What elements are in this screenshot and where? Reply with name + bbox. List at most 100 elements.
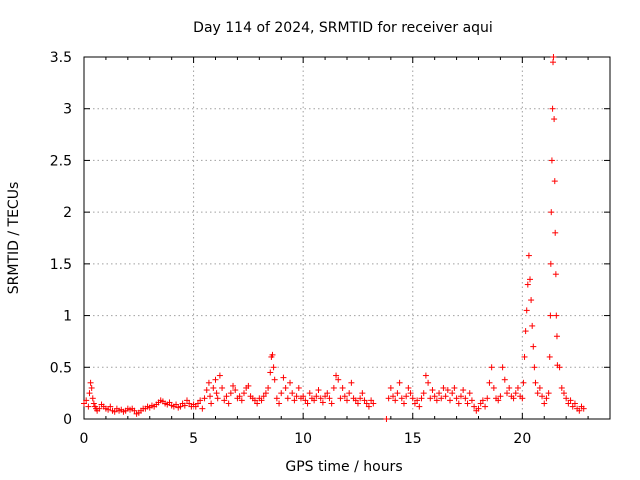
data-point: [442, 393, 449, 400]
data-point: [560, 390, 567, 397]
data-point: [105, 406, 112, 413]
y-axis-label: SRMTID / TECUs: [6, 182, 22, 295]
data-point: [521, 353, 528, 360]
data-point: [422, 372, 429, 379]
data-point: [240, 390, 247, 397]
data-point: [527, 276, 534, 283]
data-point: [550, 59, 557, 66]
data-point: [398, 395, 405, 402]
data-point: [208, 400, 215, 407]
tick-layer: 0 5 10 15 20 0 0.5 1 1.5 2 2.5 3 3.5: [50, 50, 610, 447]
data-point: [230, 382, 237, 389]
data-point: [530, 343, 537, 350]
data-point: [181, 402, 188, 409]
data-point: [184, 397, 191, 404]
data-point: [455, 400, 462, 407]
data-point: [368, 397, 375, 404]
data-point: [361, 397, 368, 404]
data-point: [569, 403, 576, 410]
data-point: [580, 405, 587, 412]
data-point: [212, 376, 219, 383]
data-point: [547, 312, 554, 319]
data-point: [514, 384, 521, 391]
y-tick-label: 1: [63, 309, 72, 325]
data-point: [270, 364, 277, 371]
data-point: [346, 390, 353, 397]
data-point: [567, 397, 574, 404]
data-point: [354, 400, 361, 407]
data-point: [460, 387, 467, 394]
data-point: [107, 403, 114, 410]
data-point: [510, 395, 517, 402]
data-point: [403, 393, 410, 400]
data-point: [558, 384, 565, 391]
grid-layer: [84, 57, 610, 419]
data-point: [416, 403, 423, 410]
data-point: [89, 395, 96, 402]
data-point: [440, 384, 447, 391]
data-point: [236, 393, 243, 400]
data-point: [396, 379, 403, 386]
x-tick-label: 15: [404, 431, 422, 447]
data-point: [425, 379, 432, 386]
x-tick-label: 10: [294, 431, 312, 447]
data-point: [291, 397, 298, 404]
data-point: [418, 395, 425, 402]
data-point: [475, 405, 482, 412]
data-point: [173, 401, 180, 408]
data-point: [449, 390, 456, 397]
data-point: [335, 376, 342, 383]
data-point: [524, 281, 531, 288]
data-point: [81, 400, 87, 407]
data-point: [529, 322, 536, 329]
data-point: [337, 395, 344, 402]
data-point: [565, 400, 572, 407]
data-point: [576, 407, 583, 414]
data-point: [205, 379, 212, 386]
data-point: [385, 395, 392, 402]
data-point: [482, 403, 489, 410]
data-point: [339, 384, 346, 391]
data-point: [394, 390, 401, 397]
data-point: [468, 397, 475, 404]
data-point: [324, 390, 331, 397]
data-point: [260, 393, 267, 400]
data-point: [427, 395, 434, 402]
data-point: [333, 372, 340, 379]
data-point: [546, 353, 553, 360]
data-point: [306, 390, 313, 397]
data-point: [499, 364, 506, 371]
x-tick-label: 5: [189, 431, 198, 447]
data-point: [197, 397, 204, 404]
data-point: [548, 209, 555, 216]
data-point: [549, 105, 556, 112]
data-point: [457, 393, 464, 400]
data-point: [319, 399, 326, 406]
y-tick-label: 3: [63, 102, 72, 118]
data-point: [207, 393, 214, 400]
data-point: [96, 405, 103, 412]
data-point: [405, 384, 412, 391]
data-point: [552, 271, 559, 278]
data-point: [436, 390, 443, 397]
data-point: [506, 384, 513, 391]
data-point: [311, 397, 318, 404]
data-point: [111, 408, 118, 415]
data-point: [276, 400, 283, 407]
data-point: [453, 395, 460, 402]
y-tick-label: 1.5: [50, 257, 72, 273]
data-point: [519, 395, 526, 402]
data-point: [341, 393, 348, 400]
data-point: [479, 397, 486, 404]
data-point: [501, 376, 508, 383]
data-point: [199, 405, 206, 412]
data-point: [245, 382, 252, 389]
data-point: [429, 387, 436, 394]
data-point: [539, 393, 546, 400]
data-point: [302, 397, 309, 404]
data-point: [280, 374, 287, 381]
data-point: [315, 387, 322, 394]
data-point: [543, 395, 550, 402]
data-point: [210, 384, 217, 391]
data-point: [284, 395, 291, 402]
